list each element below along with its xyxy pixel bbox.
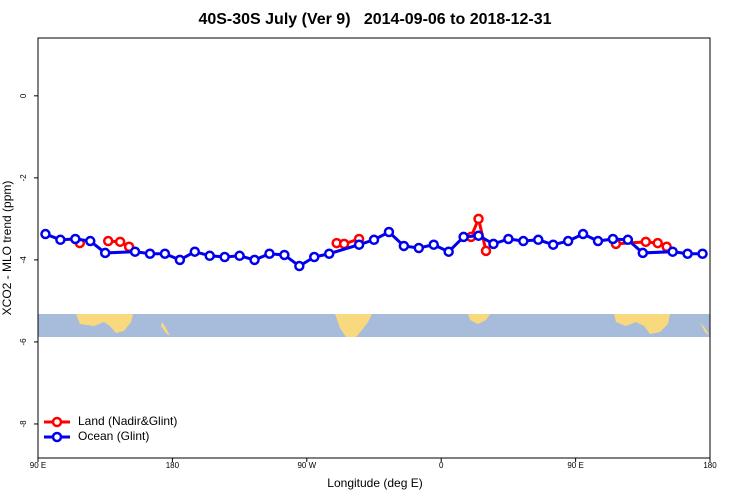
point xyxy=(219,251,230,263)
map-strip xyxy=(38,314,710,337)
point xyxy=(309,251,320,263)
x-tick-label: 90 E xyxy=(30,461,46,470)
chart-title: 40S-30S July (Ver 9) 2014-09-06 to 2018-… xyxy=(198,11,551,28)
point xyxy=(264,248,275,259)
point xyxy=(667,246,678,257)
y-tick-label: 0 xyxy=(19,93,28,98)
point xyxy=(323,248,335,259)
point xyxy=(279,249,290,261)
point xyxy=(368,234,380,246)
point xyxy=(144,248,156,259)
point xyxy=(249,254,260,266)
point xyxy=(577,228,589,240)
point xyxy=(637,247,649,259)
x-axis-label: Longitude (deg E) xyxy=(327,476,422,490)
point xyxy=(503,233,514,245)
point xyxy=(99,247,111,259)
point xyxy=(488,238,499,250)
point xyxy=(697,248,708,259)
point xyxy=(102,235,114,247)
point xyxy=(353,239,365,250)
point xyxy=(174,254,186,266)
point xyxy=(443,246,454,257)
point xyxy=(204,250,215,262)
point xyxy=(547,239,559,250)
point xyxy=(480,245,492,257)
legend-marker xyxy=(51,416,63,428)
point xyxy=(592,235,604,247)
point xyxy=(458,231,469,243)
point xyxy=(85,235,96,247)
y-tick-label: -6 xyxy=(19,338,28,346)
plot-frame xyxy=(37,37,711,459)
point xyxy=(473,213,484,225)
point xyxy=(398,240,410,252)
point xyxy=(55,234,66,246)
point xyxy=(622,234,634,246)
y-tick-label: -2 xyxy=(19,174,28,182)
point xyxy=(129,246,141,257)
point xyxy=(518,235,529,247)
point xyxy=(383,226,395,238)
legend-label: Ocean (Glint) xyxy=(78,429,149,443)
point xyxy=(70,233,81,245)
x-tick-label: 180 xyxy=(703,461,717,470)
point xyxy=(428,239,439,250)
point xyxy=(114,236,126,248)
y-axis-label: XCO2 - MLO trend (ppm) xyxy=(0,181,14,316)
point xyxy=(294,260,305,272)
point xyxy=(40,228,51,240)
point xyxy=(338,238,350,250)
point xyxy=(533,234,544,246)
point xyxy=(607,233,619,245)
point xyxy=(562,235,574,247)
x-tick-label: 90 W xyxy=(297,461,316,470)
y-tick-label: -8 xyxy=(19,420,28,428)
legend-marker xyxy=(51,431,63,443)
point xyxy=(159,248,171,259)
point xyxy=(413,242,425,254)
point xyxy=(234,250,245,262)
point xyxy=(473,230,484,241)
legend-label: Land (Nadir&Glint) xyxy=(78,414,177,428)
point xyxy=(652,237,663,249)
x-tick-label: 90 E xyxy=(567,461,583,470)
point xyxy=(189,246,201,257)
x-tick-label: 180 xyxy=(166,461,180,470)
x-tick-label: 0 xyxy=(439,461,444,470)
point xyxy=(640,236,652,248)
y-tick-label: -4 xyxy=(19,256,28,264)
point xyxy=(682,248,693,259)
